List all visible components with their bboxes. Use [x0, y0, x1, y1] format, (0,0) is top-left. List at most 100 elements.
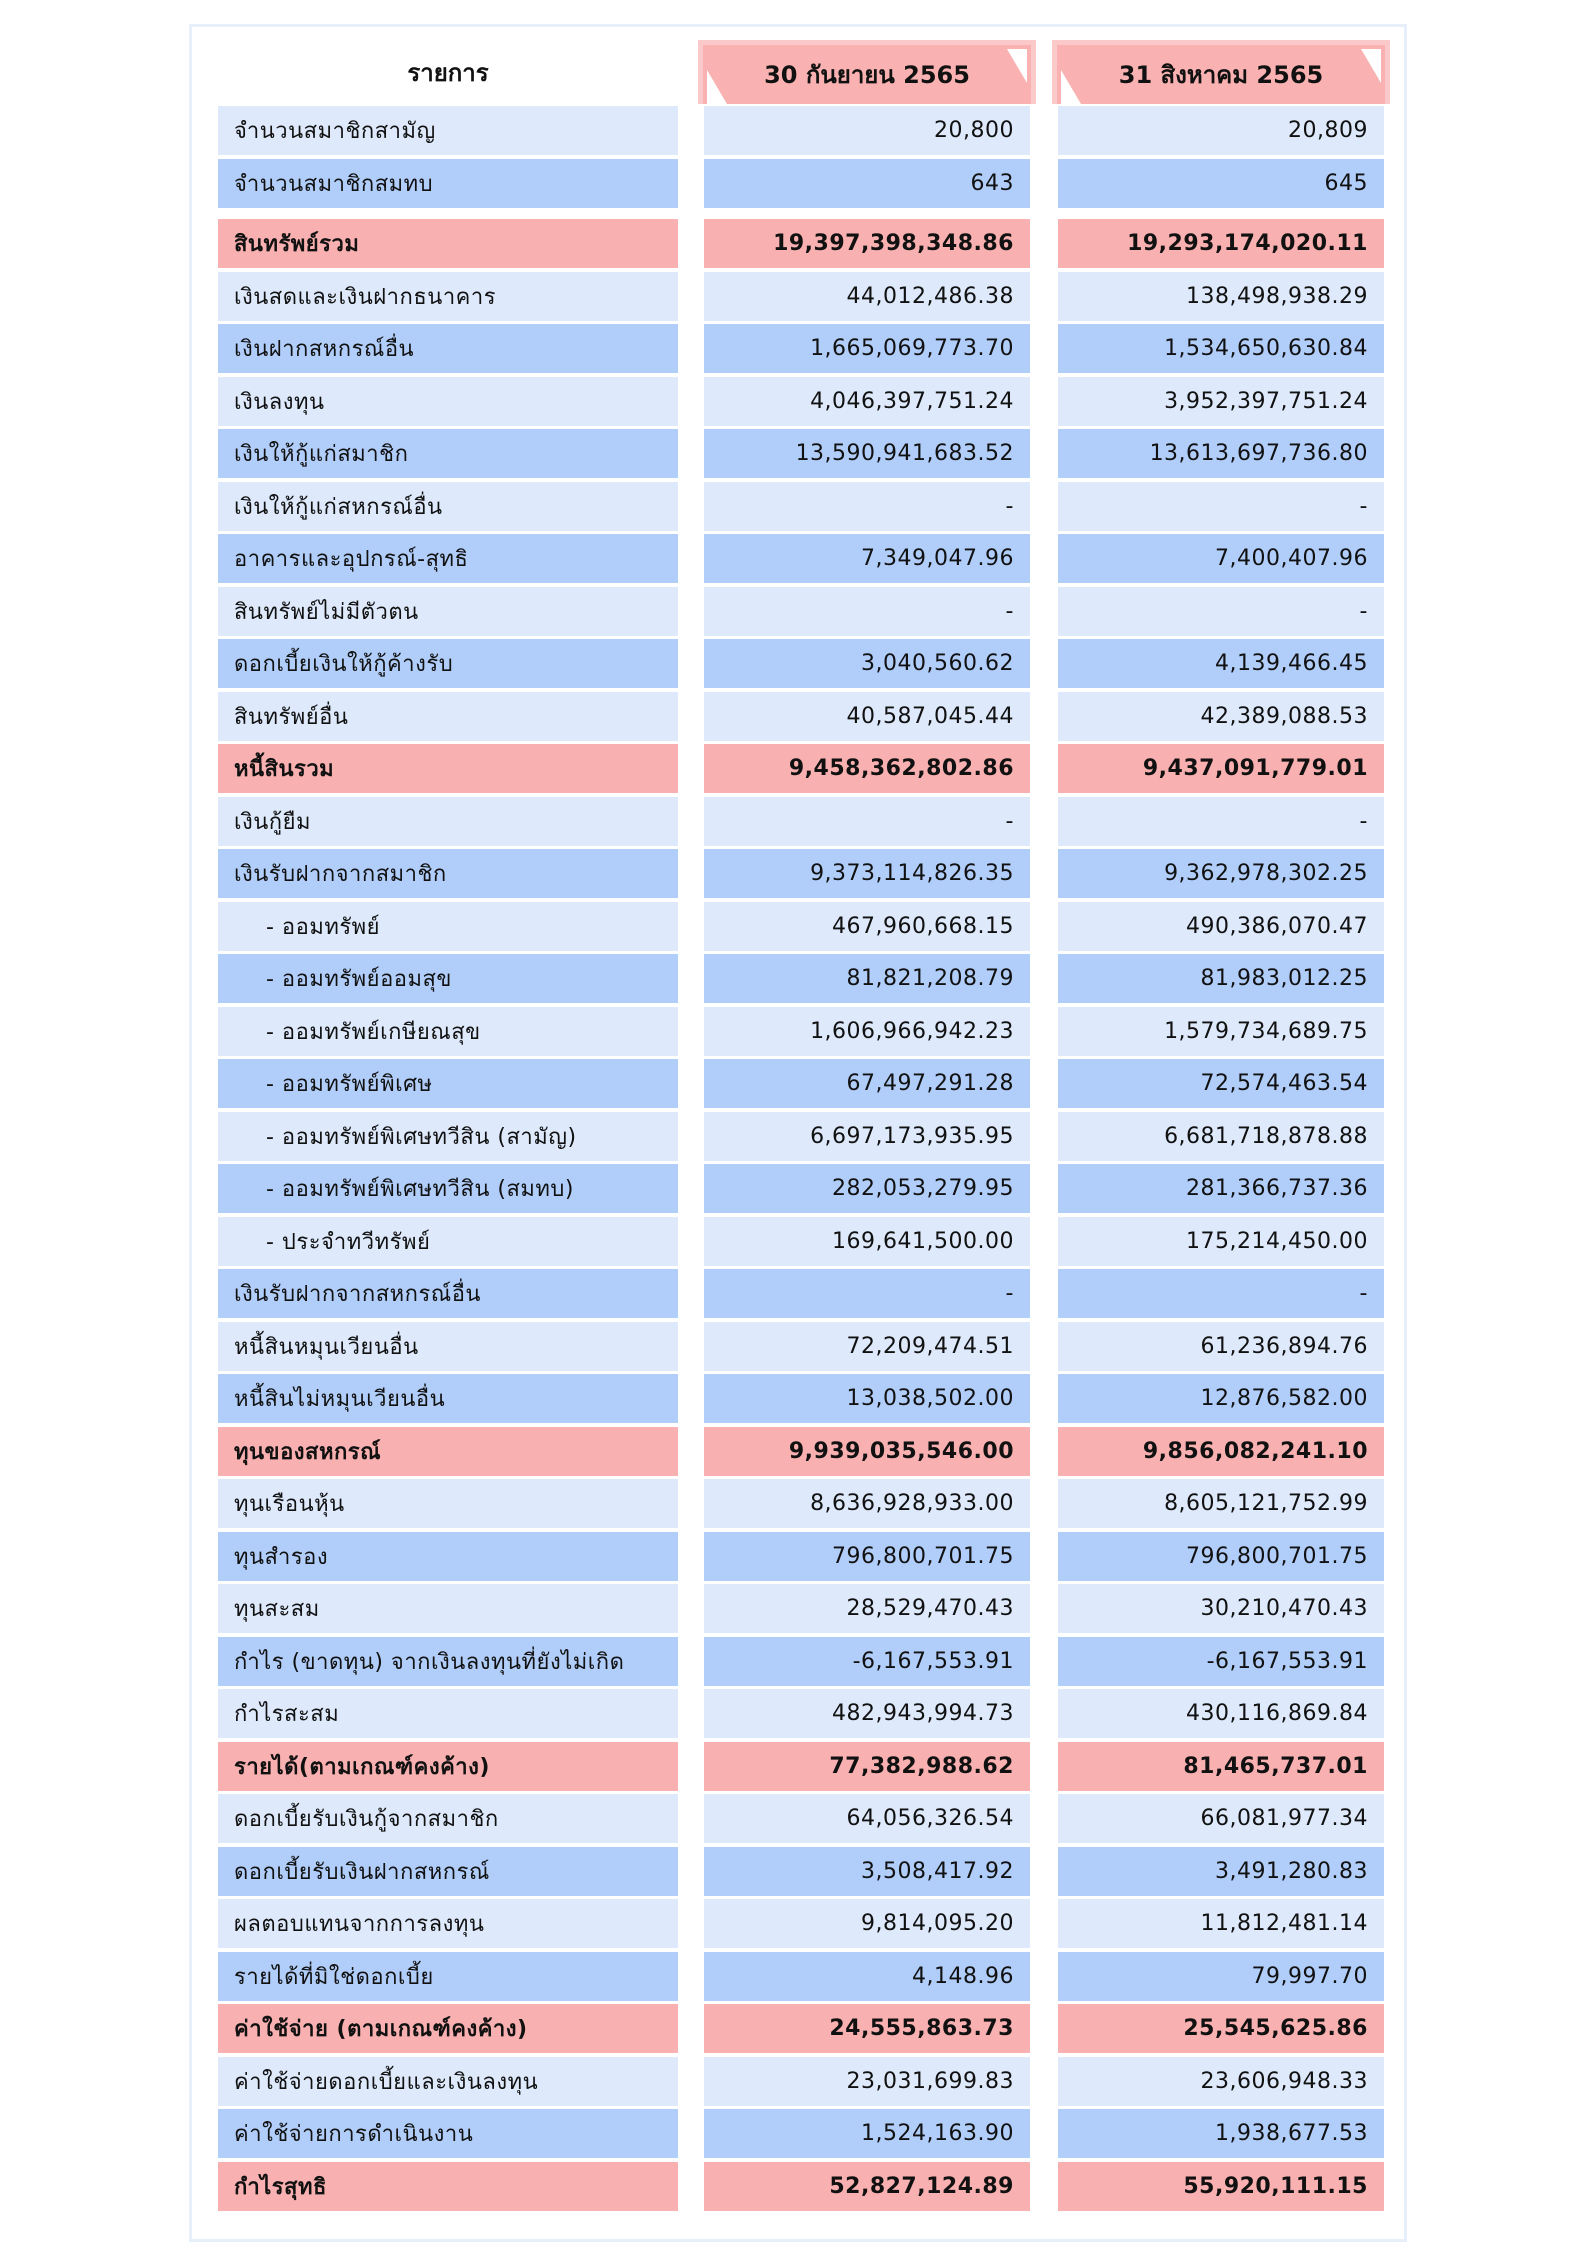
- row-label: - ออมทรัพย์พิเศษทวีสิน (สามัญ): [218, 1111, 678, 1161]
- value-col2: 81,465,737.01: [1058, 1741, 1384, 1791]
- value-col1: 4,046,397,751.24: [704, 376, 1030, 426]
- value-col2: 138,498,938.29: [1058, 271, 1384, 321]
- value-col1: -: [704, 796, 1030, 846]
- table-row: สินทรัพย์ไม่มีตัวตน - -: [0, 585, 1587, 637]
- value-col2: 9,856,082,241.10: [1058, 1426, 1384, 1476]
- table-row: กำไร (ขาดทุน) จากเงินลงทุนที่ยังไม่เกิด -…: [0, 1635, 1587, 1687]
- header-date-col2-text: 31 สิงหาคม 2565: [1118, 61, 1324, 89]
- table-row: อาคารและอุปกรณ์-สุทธิ 7,349,047.96 7,400,4…: [0, 532, 1587, 584]
- row-label: ทุนสะสม: [218, 1584, 678, 1633]
- row-label: รายได้(ตามเกณฑ์คงค้าง): [218, 1741, 678, 1791]
- value-col1: 467,960,668.15: [704, 901, 1030, 951]
- row-label: ทุนของสหกรณ์: [218, 1426, 678, 1476]
- row-label: - ออมทรัพย์พิเศษ: [218, 1059, 678, 1108]
- value-col1: 40,587,045.44: [704, 691, 1030, 741]
- corner-decoration: [1061, 70, 1081, 104]
- value-col1: 19,397,398,348.86: [704, 219, 1030, 268]
- row-label: สินทรัพย์อื่น: [218, 691, 678, 741]
- row-label: สินทรัพย์ไม่มีตัวตน: [218, 586, 678, 636]
- table-row: เงินให้กู้แก่สหกรณ์อื่น - -: [0, 480, 1587, 532]
- row-label: กำไรสะสม: [218, 1689, 678, 1738]
- value-col1: 4,148.96: [704, 1951, 1030, 2001]
- row-label: สินทรัพย์รวม: [218, 219, 678, 268]
- value-col2: 25,545,625.86: [1058, 2004, 1384, 2053]
- row-label: - ออมทรัพย์พิเศษทวีสิน (สมทบ): [218, 1164, 678, 1213]
- value-col2: 645: [1058, 158, 1384, 208]
- table-row: ค่าใช้จ่ายการดำเนินงาน 1,524,163.90 1,938,…: [0, 2107, 1587, 2159]
- value-col2: 7,400,407.96: [1058, 534, 1384, 583]
- table-row: หนี้สินหมุนเวียนอื่น 72,209,474.51 61,236,…: [0, 1320, 1587, 1372]
- row-label: - ประจำทวีทรัพย์: [218, 1216, 678, 1266]
- table-row: เงินลงทุน 4,046,397,751.24 3,952,397,751.2…: [0, 375, 1587, 427]
- value-col1: 9,939,035,546.00: [704, 1426, 1030, 1476]
- table-row: หนี้สินไม่หมุนเวียนอื่น 13,038,502.00 12,8…: [0, 1372, 1587, 1424]
- table-row: - ออมทรัพย์ออมสุข 81,821,208.79 81,983,012…: [0, 952, 1587, 1004]
- table-row: เงินรับฝากจากสมาชิก 9,373,114,826.35 9,362…: [0, 847, 1587, 899]
- value-col1: 9,373,114,826.35: [704, 849, 1030, 898]
- table-row: - ออมทรัพย์เกษียณสุข 1,606,966,942.23 1,57…: [0, 1005, 1587, 1057]
- table-row: รายได้ที่มิใช่ดอกเบี้ย 4,148.96 79,997.70: [0, 1950, 1587, 2002]
- value-col2: 6,681,718,878.88: [1058, 1111, 1384, 1161]
- row-label: เงินให้กู้แก่สหกรณ์อื่น: [218, 481, 678, 531]
- value-col1: 3,508,417.92: [704, 1846, 1030, 1896]
- table-row: ดอกเบี้ยเงินให้กู้ค้างรับ 3,040,560.62 4,1…: [0, 637, 1587, 689]
- value-col1: 8,636,928,933.00: [704, 1479, 1030, 1528]
- value-col1: 9,458,362,802.86: [704, 744, 1030, 793]
- value-col1: 64,056,326.54: [704, 1794, 1030, 1843]
- table-row: จำนวนสมาชิกสมทบ 643 645: [0, 157, 1587, 209]
- value-col2: 9,437,091,779.01: [1058, 744, 1384, 793]
- value-col1: 44,012,486.38: [704, 271, 1030, 321]
- row-label: อาคารและอุปกรณ์-สุทธิ: [218, 534, 678, 583]
- value-col2: -: [1058, 481, 1384, 531]
- row-label: ดอกเบี้ยรับเงินฝากสหกรณ์: [218, 1846, 678, 1896]
- value-col2: 72,574,463.54: [1058, 1059, 1384, 1108]
- value-col2: 81,983,012.25: [1058, 954, 1384, 1003]
- row-label: กำไร (ขาดทุน) จากเงินลงทุนที่ยังไม่เกิด: [218, 1636, 678, 1686]
- value-col1: 482,943,994.73: [704, 1689, 1030, 1738]
- row-label: เงินให้กู้แก่สมาชิก: [218, 429, 678, 478]
- row-label: เงินรับฝากจากสมาชิก: [218, 849, 678, 898]
- value-col1: 13,038,502.00: [704, 1374, 1030, 1423]
- header-item-label: รายการ: [407, 58, 489, 87]
- value-col2: 1,938,677.53: [1058, 2109, 1384, 2158]
- value-col2: 796,800,701.75: [1058, 1531, 1384, 1581]
- row-label: รายได้ที่มิใช่ดอกเบี้ย: [218, 1951, 678, 2001]
- table-row: ค่าใช้จ่ายดอกเบี้ยและเงินลงทุน 23,031,699…: [0, 2055, 1587, 2107]
- header-date-col2: 31 สิงหาคม 2565: [1052, 40, 1390, 104]
- table-row-total: หนี้สินรวม 9,458,362,802.86 9,437,091,779.…: [0, 742, 1587, 794]
- row-label: หนี้สินรวม: [218, 744, 678, 793]
- row-label: เงินลงทุน: [218, 376, 678, 426]
- value-col1: 13,590,941,683.52: [704, 429, 1030, 478]
- value-col2: 66,081,977.34: [1058, 1794, 1384, 1843]
- table-row: เงินให้กู้แก่สมาชิก 13,590,941,683.52 13,6…: [0, 427, 1587, 479]
- value-col2: 1,579,734,689.75: [1058, 1006, 1384, 1056]
- value-col1: 20,800: [704, 106, 1030, 155]
- row-label: - ออมทรัพย์: [218, 901, 678, 951]
- row-label: เงินสดและเงินฝากธนาคาร: [218, 271, 678, 321]
- value-col1: 52,827,124.89: [704, 2161, 1030, 2211]
- value-col1: 23,031,699.83: [704, 2056, 1030, 2106]
- value-col1: 77,382,988.62: [704, 1741, 1030, 1791]
- table-row-total: รายได้(ตามเกณฑ์คงค้าง) 77,382,988.62 81,46…: [0, 1740, 1587, 1792]
- row-label: - ออมทรัพย์ออมสุข: [218, 954, 678, 1003]
- value-col1: 796,800,701.75: [704, 1531, 1030, 1581]
- value-col2: -: [1058, 796, 1384, 846]
- value-col2: 430,116,869.84: [1058, 1689, 1384, 1738]
- value-col2: 4,139,466.45: [1058, 639, 1384, 688]
- table-row: - ออมทรัพย์ 467,960,668.15 490,386,070.47: [0, 900, 1587, 952]
- value-col1: 1,665,069,773.70: [704, 324, 1030, 373]
- value-col1: 24,555,863.73: [704, 2004, 1030, 2053]
- row-label: ทุนเรือนหุ้น: [218, 1479, 678, 1528]
- value-col1: 1,524,163.90: [704, 2109, 1030, 2158]
- value-col1: 3,040,560.62: [704, 639, 1030, 688]
- value-col2: 1,534,650,630.84: [1058, 324, 1384, 373]
- table-row: ทุนสำรอง 796,800,701.75 796,800,701.75: [0, 1530, 1587, 1582]
- value-col2: 3,952,397,751.24: [1058, 376, 1384, 426]
- value-col2: 23,606,948.33: [1058, 2056, 1384, 2106]
- value-col2: 13,613,697,736.80: [1058, 429, 1384, 478]
- table-row: กำไรสะสม 482,943,994.73 430,116,869.84: [0, 1687, 1587, 1739]
- row-label: ดอกเบี้ยรับเงินกู้จากสมาชิก: [218, 1794, 678, 1843]
- value-col1: 9,814,095.20: [704, 1899, 1030, 1948]
- value-col2: 3,491,280.83: [1058, 1846, 1384, 1896]
- row-label: ดอกเบี้ยเงินให้กู้ค้างรับ: [218, 639, 678, 688]
